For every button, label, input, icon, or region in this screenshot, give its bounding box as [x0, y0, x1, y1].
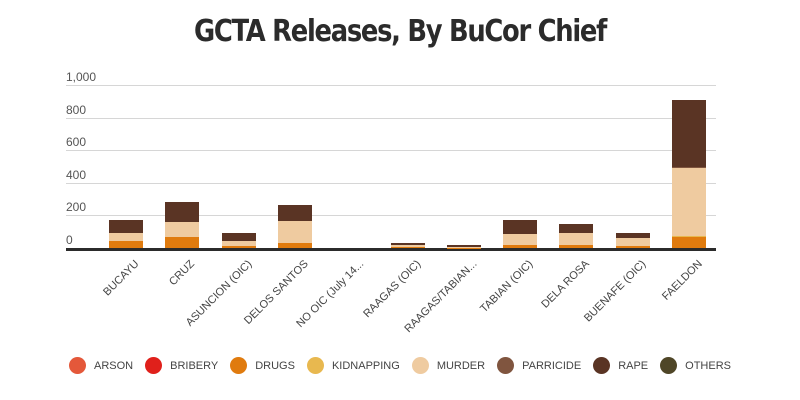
legend-label: RAPE	[618, 359, 649, 372]
gridline	[66, 85, 716, 86]
bar-stack[interactable]	[503, 220, 538, 248]
legend-label: ARSON	[94, 359, 134, 372]
gridline	[66, 150, 716, 152]
bar-segment-drugs[interactable]	[109, 240, 143, 248]
x-tick-label: CRUZ	[167, 258, 198, 289]
bar-segment-rape[interactable]	[390, 243, 425, 245]
bar-segment-rape[interactable]	[503, 220, 538, 235]
x-tick-label: RAAGAS (OIC)	[360, 258, 423, 321]
bar-segment-drugs[interactable]	[672, 237, 706, 248]
gridline	[66, 182, 716, 184]
bar-stack[interactable]	[390, 243, 425, 248]
y-tick-label: 1,000	[66, 70, 97, 84]
legend: ARSON BRIBERY DRUGS KIDNAPPING MURDER PARRICI…	[0, 357, 800, 374]
legend-label: MURDER	[436, 359, 486, 372]
legend-item-parricide[interactable]: PARRICIDE	[497, 357, 581, 374]
bar-segment-drugs[interactable]	[559, 244, 594, 248]
legend-swatch-icon	[145, 357, 163, 374]
legend-swatch-icon	[230, 357, 248, 374]
bar-stack[interactable]	[165, 202, 200, 248]
legend-swatch-icon	[593, 357, 611, 374]
legend-item-others[interactable]: OTHERS	[660, 357, 731, 374]
x-tick-label: DELA ROSA	[539, 258, 593, 311]
bar-segment-murder[interactable]	[109, 233, 143, 241]
bar-stack[interactable]	[109, 220, 143, 248]
y-tick-label: 800	[66, 102, 87, 117]
y-tick-label: 200	[66, 200, 87, 215]
legend-label: KIDNAPPING	[331, 359, 400, 372]
legend-label: OTHERS	[685, 359, 731, 372]
bar-segment-murder[interactable]	[446, 246, 481, 248]
y-tick-label: 0	[66, 233, 73, 247]
bar-segment-drugs[interactable]	[165, 237, 200, 248]
x-tick-label: BUCAYU	[101, 258, 142, 299]
bar-stack[interactable]	[672, 100, 706, 248]
y-tick-label: 400	[66, 167, 87, 182]
x-tick-label: BUENAFE (OIC)	[581, 258, 649, 325]
bar-segment-drugs[interactable]	[615, 246, 650, 248]
bar-segment-rape[interactable]	[446, 244, 481, 247]
legend-item-murder[interactable]: MURDER	[411, 357, 486, 374]
bar-segment-murder[interactable]	[672, 168, 706, 236]
bar-segment-rape[interactable]	[559, 224, 594, 233]
x-tick-label: TABIAN (OIC)	[478, 258, 536, 316]
bar-segment-rape[interactable]	[672, 100, 706, 168]
chart-title: GCTA Releases, By BuCor Chief	[193, 14, 607, 49]
legend-swatch-icon	[306, 357, 324, 374]
legend-swatch-icon	[497, 357, 515, 374]
bar-segment-murder[interactable]	[615, 238, 650, 247]
gridline	[66, 215, 716, 217]
bar-segment-drugs[interactable]	[503, 244, 538, 248]
bar-stack[interactable]	[615, 232, 650, 248]
legend-swatch-icon	[660, 357, 678, 374]
x-tick-label: FAELDON	[660, 258, 705, 303]
bar-segment-kidnapping[interactable]	[672, 235, 706, 238]
legend-item-arson[interactable]: ARSON	[69, 357, 133, 374]
bar-stack[interactable]	[277, 204, 312, 248]
bar-segment-parricide[interactable]	[672, 167, 706, 169]
legend-swatch-icon	[69, 357, 86, 374]
gridline	[66, 117, 716, 119]
bar-segment-drugs[interactable]	[277, 243, 312, 248]
bar-segment-murder[interactable]	[165, 221, 200, 238]
legend-label: BRIBERY	[170, 359, 219, 372]
legend-item-kidnapping[interactable]: KIDNAPPING	[306, 357, 400, 374]
legend-label: DRUGS	[255, 359, 295, 372]
bar-stack[interactable]	[221, 233, 256, 248]
bar-segment-rape[interactable]	[165, 202, 200, 222]
legend-item-bribery[interactable]: BRIBERY	[145, 357, 218, 374]
bar-segment-rape[interactable]	[109, 220, 143, 234]
x-axis-line	[66, 248, 716, 251]
bar-segment-rape[interactable]	[615, 232, 650, 239]
bar-segment-murder[interactable]	[277, 221, 312, 244]
bar-segment-rape[interactable]	[221, 233, 256, 242]
legend-item-rape[interactable]: RAPE	[593, 357, 648, 374]
y-tick-label: 600	[66, 135, 87, 150]
bar-segment-murder[interactable]	[503, 234, 538, 245]
bar-segment-murder[interactable]	[559, 232, 594, 245]
bar-segment-drugs[interactable]	[221, 245, 256, 248]
bar-segment-rape[interactable]	[277, 204, 312, 222]
bar-stack[interactable]	[559, 224, 594, 248]
bar-segment-murder[interactable]	[221, 241, 256, 246]
bar-segment-murder[interactable]	[390, 244, 425, 248]
bar-stack[interactable]	[446, 244, 481, 248]
bar-segment-drugs[interactable]	[390, 247, 425, 248]
plot-area: 0 200 400 600 800 1,000 BUCAYU CRUZ ASUNCION (OI…	[66, 70, 716, 335]
legend-swatch-icon	[411, 357, 429, 374]
legend-item-drugs[interactable]: DRUGS	[230, 357, 295, 374]
legend-label: PARRICIDE	[522, 359, 582, 372]
